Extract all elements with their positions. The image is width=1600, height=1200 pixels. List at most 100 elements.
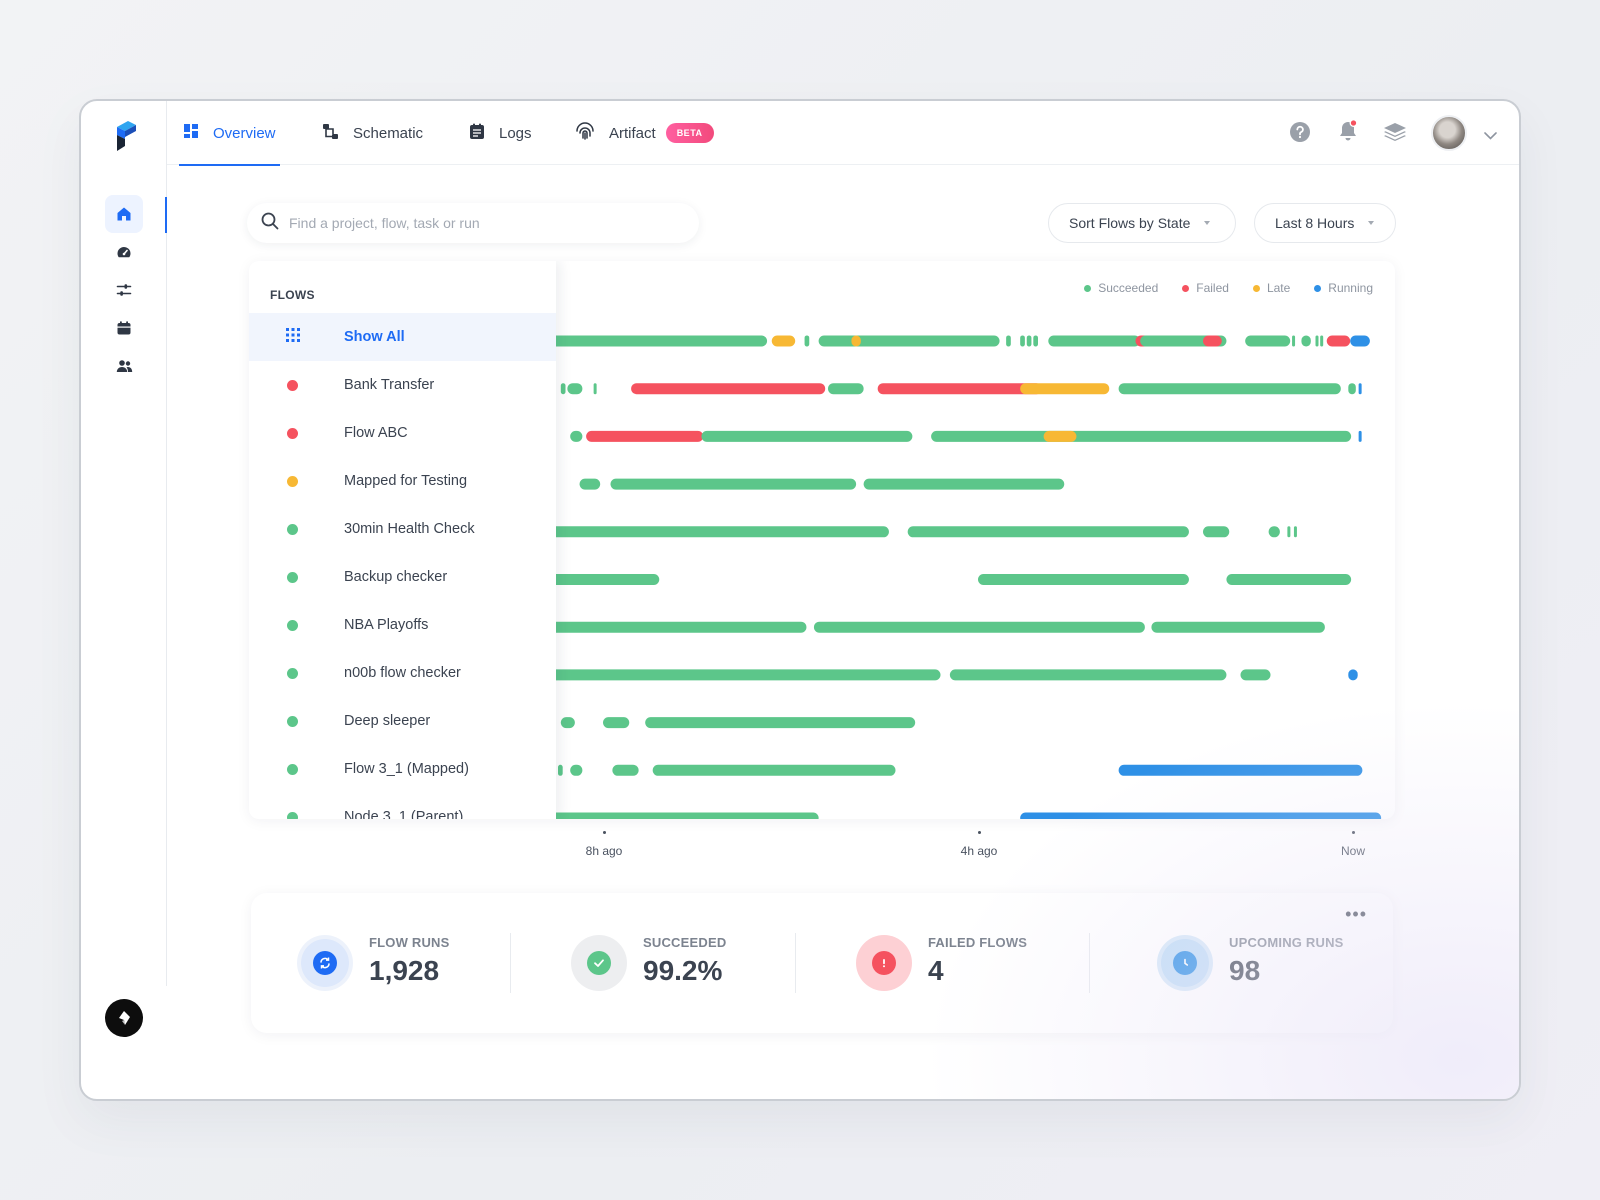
run-bar-succeeded[interactable]	[570, 430, 583, 442]
run-bar-succeeded[interactable]	[509, 621, 807, 633]
run-bar-failed[interactable]	[1326, 335, 1351, 347]
chevron-down-icon[interactable]	[1484, 127, 1497, 145]
run-bar-succeeded[interactable]	[509, 669, 941, 681]
time-range-dropdown[interactable]: Last 8 Hours	[1254, 203, 1396, 243]
run-bar-succeeded[interactable]	[828, 383, 864, 395]
run-bar-succeeded[interactable]	[558, 764, 563, 776]
user-avatar[interactable]	[1431, 115, 1467, 151]
layers-icon[interactable]	[1383, 122, 1407, 147]
run-bar-succeeded[interactable]	[818, 335, 1000, 347]
flow-item-show-all[interactable]: Show All	[249, 313, 556, 361]
flow-item[interactable]: Deep sleeper	[249, 697, 556, 745]
run-bar-running[interactable]	[1350, 335, 1370, 347]
flow-item[interactable]: Flow 3_1 (Mapped)	[249, 745, 556, 793]
run-bar-succeeded[interactable]	[612, 764, 639, 776]
more-options-icon[interactable]: •••	[1345, 904, 1367, 924]
run-bar-succeeded[interactable]	[579, 478, 601, 490]
flow-item[interactable]: Node 3_1 (Parent)	[249, 793, 556, 819]
run-bar-succeeded[interactable]	[570, 764, 583, 776]
run-bar-succeeded[interactable]	[645, 717, 916, 729]
flow-item[interactable]: Mapped for Testing	[249, 457, 556, 505]
run-bar-failed[interactable]	[1203, 335, 1222, 347]
flow-item[interactable]: NBA Playoffs	[249, 601, 556, 649]
run-bar-running[interactable]	[1118, 764, 1363, 776]
sidebar-calendar-icon[interactable]	[105, 309, 143, 347]
schematic-icon	[322, 123, 353, 144]
run-bar-succeeded[interactable]	[1020, 335, 1025, 347]
run-bar-succeeded[interactable]	[509, 526, 889, 538]
run-bar-succeeded[interactable]	[1292, 335, 1296, 347]
fingerprint-icon	[575, 122, 609, 144]
run-bar-succeeded[interactable]	[1301, 335, 1311, 347]
state-dot	[287, 667, 298, 679]
sidebar-gauge-icon[interactable]	[105, 233, 143, 271]
run-bar-succeeded[interactable]	[1268, 526, 1280, 538]
run-bar-succeeded[interactable]	[603, 717, 630, 729]
run-bar-late[interactable]	[851, 335, 861, 347]
run-bar-succeeded[interactable]	[1006, 335, 1011, 347]
run-bar-running[interactable]	[1358, 383, 1362, 395]
flow-item[interactable]: n00b flow checker	[249, 649, 556, 697]
run-bar-running[interactable]	[1348, 669, 1358, 681]
search-bar[interactable]	[247, 203, 699, 243]
workspace-badge-icon[interactable]	[105, 999, 143, 1037]
sidebar-users-icon[interactable]	[105, 347, 143, 385]
run-bar-succeeded[interactable]	[1033, 335, 1038, 347]
run-bar-succeeded[interactable]	[509, 812, 819, 820]
run-bar-succeeded[interactable]	[931, 430, 1352, 442]
tab-artifact[interactable]: Artifact BETA	[575, 101, 714, 165]
run-bar-succeeded[interactable]	[949, 669, 1227, 681]
tab-logs[interactable]: Logs	[469, 101, 532, 165]
flow-item[interactable]: 30min Health Check	[249, 505, 556, 553]
run-bar-succeeded[interactable]	[1151, 621, 1325, 633]
run-bar-succeeded[interactable]	[1203, 526, 1230, 538]
run-bar-failed[interactable]	[877, 383, 1042, 395]
run-bar-succeeded[interactable]	[1293, 526, 1297, 538]
run-bar-succeeded[interactable]	[1226, 574, 1352, 585]
run-bar-late[interactable]	[1020, 383, 1110, 395]
flow-item[interactable]: Backup checker	[249, 553, 556, 601]
sort-flows-dropdown[interactable]: Sort Flows by State	[1048, 203, 1236, 243]
flow-item[interactable]: Flow ABC	[249, 409, 556, 457]
run-bar-succeeded[interactable]	[1315, 335, 1319, 347]
tab-schematic[interactable]: Schematic	[322, 101, 423, 165]
run-bar-succeeded[interactable]	[701, 430, 913, 442]
run-bar-late[interactable]	[771, 335, 796, 347]
run-bar-late[interactable]	[1043, 430, 1077, 442]
run-bar-succeeded[interactable]	[1048, 335, 1141, 347]
sort-flows-label: Sort Flows by State	[1069, 215, 1191, 231]
run-bar-succeeded[interactable]	[813, 621, 1145, 633]
run-bar-succeeded[interactable]	[1240, 669, 1271, 681]
run-bar-succeeded[interactable]	[1245, 335, 1291, 347]
tab-overview[interactable]: Overview	[179, 101, 280, 166]
run-bar-succeeded[interactable]	[567, 383, 583, 395]
run-bar-failed[interactable]	[586, 430, 704, 442]
notification-bell-icon[interactable]	[1337, 119, 1359, 148]
sidebar-home-icon[interactable]	[105, 195, 143, 233]
run-bar-failed[interactable]	[631, 383, 826, 395]
run-bar-succeeded[interactable]	[907, 526, 1189, 538]
run-bar-succeeded[interactable]	[509, 335, 768, 347]
run-bar-running[interactable]	[1020, 812, 1382, 820]
run-bar-succeeded[interactable]	[1348, 383, 1356, 395]
search-input[interactable]	[289, 215, 669, 231]
sidebar-sliders-icon[interactable]	[105, 271, 143, 309]
help-icon[interactable]	[1289, 121, 1311, 148]
state-dot	[287, 571, 298, 583]
run-bar-succeeded[interactable]	[1287, 526, 1291, 538]
run-bar-succeeded[interactable]	[1118, 383, 1341, 395]
run-bar-succeeded[interactable]	[804, 335, 810, 347]
run-bar-succeeded[interactable]	[978, 574, 1189, 585]
run-bar-succeeded[interactable]	[593, 383, 597, 395]
prefect-logo-icon[interactable]	[114, 121, 140, 151]
run-bar-running[interactable]	[1358, 430, 1362, 442]
run-bar-succeeded[interactable]	[610, 478, 857, 490]
run-bar-succeeded[interactable]	[1320, 335, 1324, 347]
run-bar-succeeded[interactable]	[863, 478, 1065, 490]
stats-card: ••• FLOW RUNS 1,928 SUCCEEDED 99.2%	[251, 893, 1393, 1033]
run-bar-succeeded[interactable]	[560, 717, 575, 729]
run-bar-succeeded[interactable]	[652, 764, 896, 776]
flow-item[interactable]: Bank Transfer	[249, 361, 556, 409]
run-bar-succeeded[interactable]	[560, 383, 566, 395]
run-bar-succeeded[interactable]	[1026, 335, 1032, 347]
